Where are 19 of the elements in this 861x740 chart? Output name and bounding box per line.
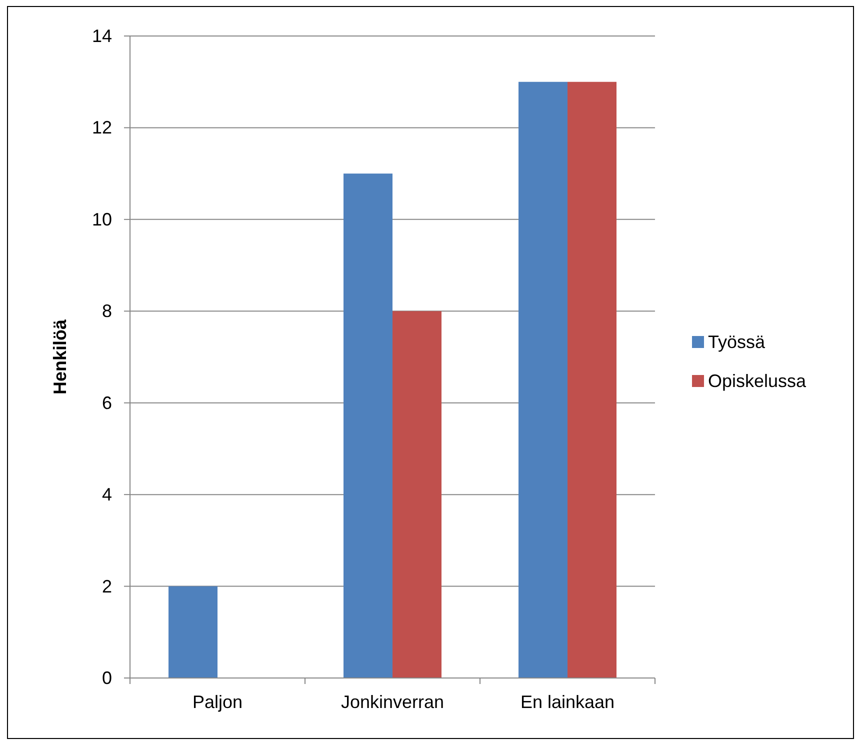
legend-label: Työssä (708, 332, 766, 352)
bar (168, 586, 218, 678)
x-tick-label: En lainkaan (520, 692, 615, 712)
bar (568, 82, 616, 678)
legend-label: Opiskelussa (708, 371, 808, 391)
y-axis-title: Henkilöä (50, 318, 70, 395)
y-tick-label: 10 (92, 209, 112, 230)
x-tick-label: Jonkinverran (340, 692, 444, 712)
y-tick-label: 0 (102, 668, 112, 688)
y-tick-label: 14 (92, 26, 112, 46)
y-tick-label: 8 (102, 301, 112, 322)
bar (518, 82, 568, 678)
y-tick-label: 4 (102, 484, 112, 505)
bar (392, 311, 442, 678)
bar (344, 174, 392, 678)
y-tick-label: 6 (102, 392, 112, 413)
y-tick-label: 12 (92, 118, 112, 138)
y-tick-label: 2 (102, 576, 112, 596)
x-tick-label: Paljon (192, 692, 243, 712)
